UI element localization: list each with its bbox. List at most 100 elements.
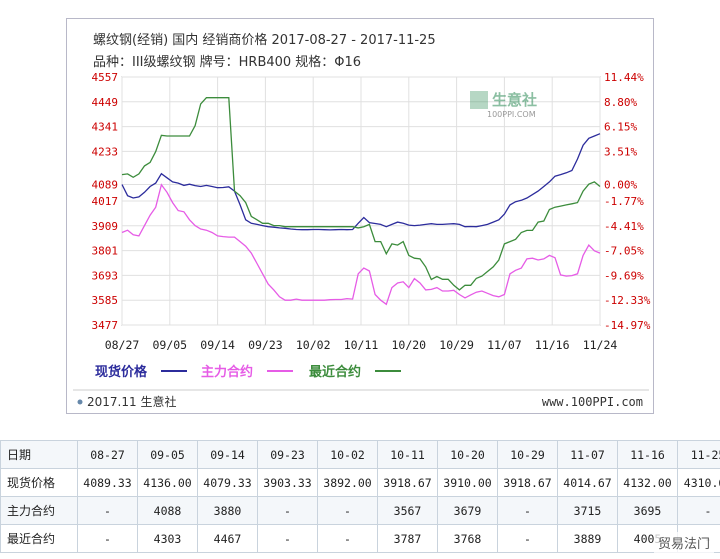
table-cell: 3918.67 <box>377 468 438 497</box>
x-tick-label: 10/11 <box>344 338 379 352</box>
table-row-label: 最近合约 <box>0 524 78 553</box>
y-right-tick-label: -7.05% <box>604 245 644 258</box>
table-cell: 4310.67 <box>677 468 720 497</box>
table-cell: - <box>677 496 720 525</box>
y-right-tick-label: 6.15% <box>604 121 637 134</box>
y-right-tick-label: -14.97% <box>604 319 651 332</box>
y-left-tick-label: 3801 <box>92 245 119 258</box>
footer-left-text: 2017.11 生意社 <box>87 394 176 409</box>
logo-subtext: 100PPI.COM <box>487 110 536 119</box>
x-tick-label: 11/07 <box>487 338 522 352</box>
table-cell: - <box>497 496 558 525</box>
x-tick-label: 10/20 <box>391 338 426 352</box>
table-cell: 4014.67 <box>557 468 618 497</box>
table-cell: 4079.33 <box>197 468 258 497</box>
table-cell: 4467 <box>197 524 258 553</box>
watermark-text: 贸易法门 <box>653 532 714 553</box>
series-line-3 <box>121 97 601 291</box>
x-tick-label: 08/27 <box>105 338 140 352</box>
table-cell: 4303 <box>137 524 198 553</box>
chart-subtitle: 品种：III级螺纹钢 牌号：HRB400 规格：Φ16 <box>93 54 361 70</box>
table-cell: 3679 <box>437 496 498 525</box>
table-cell: 09-23 <box>257 440 318 469</box>
y-left-tick-label: 3909 <box>92 220 119 233</box>
legend-label: 现货价格 <box>95 364 148 380</box>
price-chart: 螺纹钢(经销) 国内 经销商价格 2017-08-27 - 2017-11-25… <box>73 32 651 409</box>
table-cell: - <box>317 496 378 525</box>
table-cell: 4088 <box>137 496 198 525</box>
x-tick-label: 09/14 <box>200 338 235 352</box>
table-row: 现货价格 4089.33 4136.00 4079.33 3903.33 3892.00 3… <box>0 468 720 497</box>
y-left-tick-label: 4557 <box>92 71 119 84</box>
chart-title: 螺纹钢(经销) 国内 经销商价格 2017-08-27 - 2017-11-25 <box>93 32 436 48</box>
table-cell: - <box>317 524 378 553</box>
y-right-tick-label: -9.69% <box>604 269 644 282</box>
table-cell: 10-02 <box>317 440 378 469</box>
table-cell: 10-20 <box>437 440 498 469</box>
logo-icon <box>470 91 488 109</box>
table-header-row: 日期 08-27 09-05 09-14 09-23 10-02 10-11 10-20 10-… <box>0 440 720 469</box>
y-left-tick-label: 4089 <box>92 178 119 191</box>
table-cell: 11-25 <box>677 440 720 469</box>
series-line-2 <box>121 183 601 306</box>
y-right-tick-label: -4.41% <box>604 220 644 233</box>
y-left-tick-label: 4449 <box>92 96 119 109</box>
table-cell: 4089.33 <box>77 468 138 497</box>
y-left-tick-label: 3693 <box>92 269 119 282</box>
table-cell: 09-14 <box>197 440 258 469</box>
table-cell: 10-11 <box>377 440 438 469</box>
y-right-tick-label: -12.33% <box>604 294 651 307</box>
x-tick-label: 09/05 <box>152 338 187 352</box>
x-tick-label: 11/24 <box>583 338 618 352</box>
table-cell: 09-05 <box>137 440 198 469</box>
legend-label: 最近合约 <box>309 364 361 380</box>
table-cell: 11-16 <box>617 440 678 469</box>
table-cell: 3787 <box>377 524 438 553</box>
table-cell: - <box>77 524 138 553</box>
footer-right-text: www.100PPI.com <box>542 395 643 409</box>
x-tick-label: 11/16 <box>535 338 570 352</box>
table-cell: - <box>257 496 318 525</box>
y-right-tick-label: -1.77% <box>604 195 644 208</box>
x-tick-label: 10/02 <box>296 338 331 352</box>
table-cell: 3889 <box>557 524 618 553</box>
table-cell: 3903.33 <box>257 468 318 497</box>
y-right-tick-label: 8.80% <box>604 96 637 109</box>
table-cell: 3910.00 <box>437 468 498 497</box>
y-left-tick-label: 3585 <box>92 294 119 307</box>
table-cell: 3918.67 <box>497 468 558 497</box>
y-right-tick-label: 0.00% <box>604 178 637 191</box>
price-data-table: 日期 08-27 09-05 09-14 09-23 10-02 10-11 10-20 10-… <box>0 440 720 553</box>
table-cell: 08-27 <box>77 440 138 469</box>
table-cell: - <box>257 524 318 553</box>
table-cell: 4136.00 <box>137 468 198 497</box>
table-cell: 3892.00 <box>317 468 378 497</box>
y-right-tick-label: 3.51% <box>604 145 637 158</box>
table-cell: 3567 <box>377 496 438 525</box>
x-tick-label: 10/29 <box>439 338 474 352</box>
table-row-label: 现货价格 <box>0 468 78 497</box>
table-cell: 3880 <box>197 496 258 525</box>
table-cell: - <box>77 496 138 525</box>
logo-text: 生意社 <box>492 91 537 109</box>
x-tick-label: 09/23 <box>248 338 283 352</box>
y-left-tick-label: 4233 <box>92 145 119 158</box>
y-left-tick-label: 4017 <box>92 195 119 208</box>
table-cell: 3715 <box>557 496 618 525</box>
table-cell: 3768 <box>437 524 498 553</box>
legend-label: 主力合约 <box>201 364 253 380</box>
y-left-tick-label: 4341 <box>92 121 119 134</box>
y-right-tick-label: 11.44% <box>604 71 644 84</box>
table-cell: 10-29 <box>497 440 558 469</box>
footer-bullet-icon <box>77 399 83 405</box>
table-cell: 11-07 <box>557 440 618 469</box>
y-left-tick-label: 3477 <box>92 319 119 332</box>
table-row-label: 日期 <box>0 440 78 469</box>
table-cell: 3695 <box>617 496 678 525</box>
table-cell: - <box>497 524 558 553</box>
table-cell: 4132.00 <box>617 468 678 497</box>
table-row-label: 主力合约 <box>0 496 78 525</box>
table-row: 主力合约 -4088 3880- -3567 3679-3715 3695- <box>0 496 720 525</box>
series-line-1 <box>121 133 601 231</box>
